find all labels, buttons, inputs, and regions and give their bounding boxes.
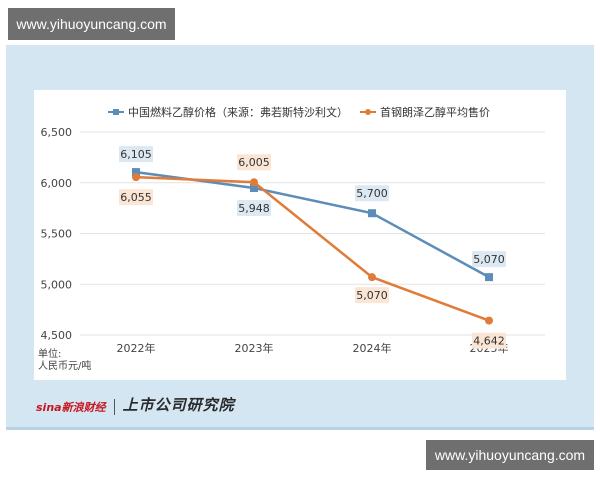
data-point bbox=[250, 184, 258, 193]
data-label-bg bbox=[355, 185, 389, 202]
unit-label: 单位: 人民币元/吨 bbox=[38, 349, 91, 373]
research-institute-logo: 上市公司研究院 bbox=[122, 396, 235, 414]
data-label-bg bbox=[472, 332, 506, 349]
unit-text: 单位: 人民币元/吨 bbox=[38, 349, 91, 372]
watermark-bottom: www.yihuoyuncang.com bbox=[426, 440, 594, 470]
data-label-bg bbox=[355, 287, 389, 304]
series-line bbox=[135, 175, 490, 322]
legend-label: 首钢朗泽乙醇平均售价 bbox=[380, 105, 490, 119]
unit-line: 单位: bbox=[38, 349, 62, 360]
chart-card bbox=[34, 90, 566, 380]
data-point bbox=[368, 273, 376, 282]
sina-logo: sina新浪财经 bbox=[36, 401, 106, 414]
data-label: 5,070 bbox=[356, 289, 388, 302]
data-point bbox=[132, 168, 140, 177]
data-label: 6,105 bbox=[120, 148, 152, 161]
data-label-bg bbox=[237, 154, 271, 171]
data-label: 5,700 bbox=[356, 187, 388, 200]
x-tick-label: 2022年 bbox=[117, 341, 156, 355]
data-label: 5,070 bbox=[473, 253, 505, 266]
y-tick-label: 6,500 bbox=[41, 126, 73, 139]
data-label: 6,055 bbox=[120, 191, 152, 204]
brand-divider bbox=[113, 399, 115, 415]
unit-line: 人民币元/吨 bbox=[38, 361, 92, 372]
watermark-top: www.yihuoyuncang.com bbox=[8, 8, 175, 40]
data-point bbox=[250, 178, 258, 187]
data-point bbox=[485, 316, 493, 325]
data-point bbox=[368, 209, 376, 218]
data-label: 4,642 bbox=[473, 335, 505, 348]
series-line bbox=[135, 170, 490, 279]
brand-bar: sina新浪财经 上市公司研究院 bbox=[36, 394, 235, 415]
legend-label: 中国燃料乙醇价格（来源：弗若斯特沙利文） bbox=[128, 105, 348, 119]
y-tick-label: 5,000 bbox=[41, 278, 73, 291]
x-tick-label: 2023年 bbox=[235, 341, 274, 355]
data-label-bg bbox=[119, 146, 153, 163]
legend-marker bbox=[365, 109, 371, 115]
data-point bbox=[485, 273, 493, 282]
data-label-bg bbox=[237, 200, 271, 217]
y-tick-label: 5,500 bbox=[41, 228, 73, 241]
data-point bbox=[132, 173, 140, 182]
data-label: 5,948 bbox=[238, 202, 270, 215]
x-tick-label: 2024年 bbox=[353, 341, 392, 355]
y-tick-label: 6,000 bbox=[41, 177, 73, 190]
data-label-bg bbox=[119, 189, 153, 206]
data-label-bg bbox=[472, 251, 506, 268]
data-label: 6,005 bbox=[238, 156, 270, 169]
y-tick-label: 4,500 bbox=[41, 329, 73, 342]
legend-marker bbox=[113, 109, 119, 115]
